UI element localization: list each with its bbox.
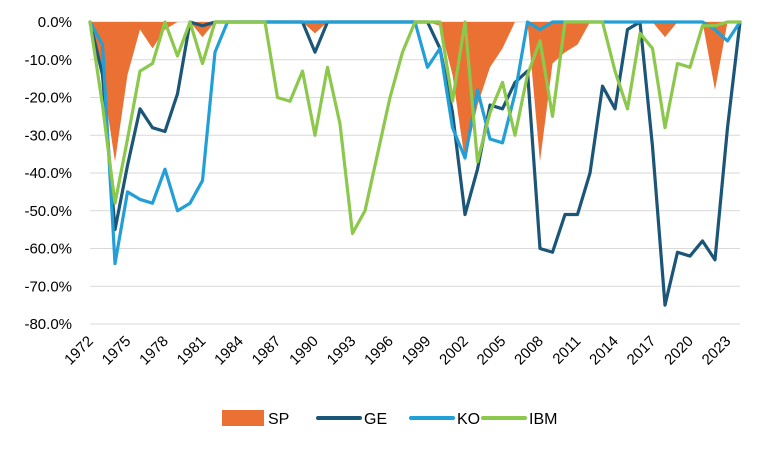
legend-label-ibm: IBM [529, 411, 557, 428]
x-tick-label: 2008 [511, 333, 547, 369]
y-tick-label: -80.0% [24, 316, 72, 333]
x-tick-label: 2017 [624, 333, 660, 369]
gridlines [90, 21, 740, 325]
y-tick-label: -40.0% [24, 165, 72, 182]
y-tick-label: -60.0% [24, 241, 72, 258]
x-tick-label: 1972 [61, 333, 97, 369]
x-axis-tick-labels: 1972 1975 1978 1981 1984 1987 1990 1993 1996 1999… [61, 333, 734, 369]
x-tick-label: 2011 [549, 333, 584, 368]
y-tick-label: 0.0% [38, 14, 72, 31]
series-ibm-line [88, 20, 742, 235]
legend-label-ko: KO [457, 411, 480, 428]
x-tick-label: 1990 [286, 333, 322, 369]
legend-label-sp: SP [268, 411, 289, 428]
y-axis-tick-labels: 0.0% -10.0% -20.0% -30.0% -40.0% -50.0% -60.0%… [24, 14, 72, 333]
x-tick-label: 1999 [399, 333, 435, 369]
series-ge-line [88, 20, 742, 307]
legend: SP GE KO IBM [222, 410, 557, 428]
y-tick-label: -70.0% [24, 278, 72, 295]
x-tick-label: 1981 [174, 333, 210, 369]
x-tick-label: 2014 [586, 333, 622, 369]
legend-swatch-sp [222, 410, 264, 426]
x-tick-label: 2005 [474, 333, 510, 369]
x-tick-label: 1987 [249, 333, 285, 369]
x-tick-label: 1996 [361, 333, 397, 369]
area-series-layer [90, 22, 740, 162]
x-tick-label: 1975 [99, 333, 135, 369]
legend-label-ge: GE [364, 411, 387, 428]
series-sp-area [90, 22, 740, 162]
x-tick-label: 1978 [136, 333, 172, 369]
x-tick-label: 2020 [661, 333, 697, 369]
x-tick-label: 2023 [699, 333, 735, 369]
y-tick-label: -30.0% [24, 127, 72, 144]
y-tick-label: -50.0% [24, 203, 72, 220]
line-series-layer [88, 20, 742, 307]
y-tick-label: -10.0% [24, 52, 72, 69]
x-tick-label: 1984 [211, 333, 247, 369]
y-tick-label: -20.0% [24, 90, 72, 107]
x-tick-label: 2002 [436, 333, 472, 369]
x-tick-label: 1993 [324, 333, 360, 369]
